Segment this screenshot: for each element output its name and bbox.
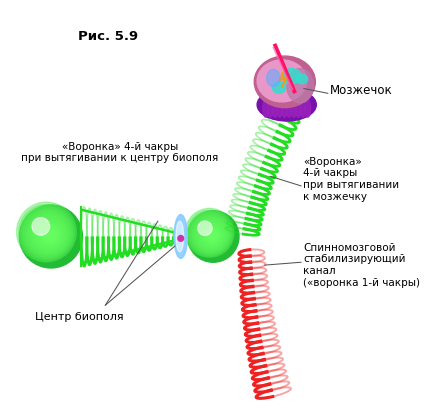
Circle shape [27,213,68,254]
Ellipse shape [176,221,183,252]
Circle shape [190,214,230,253]
Ellipse shape [257,60,307,102]
Circle shape [210,234,215,239]
Text: Мозжечок: Мозжечок [330,84,392,97]
Circle shape [43,229,57,243]
Text: Рис. 5.9: Рис. 5.9 [78,29,138,43]
Ellipse shape [263,100,268,117]
Circle shape [196,219,226,249]
Circle shape [47,233,54,239]
Text: «Воронка»
4-й чакры
при вытягивании
к мозжечку: «Воронка» 4-й чакры при вытягивании к мо… [303,157,399,202]
Ellipse shape [295,100,301,117]
Ellipse shape [305,100,311,117]
Ellipse shape [281,100,287,117]
Circle shape [198,221,225,248]
Ellipse shape [257,88,316,121]
Circle shape [187,210,233,256]
Circle shape [39,224,60,246]
Circle shape [25,211,70,255]
Ellipse shape [267,70,280,87]
Ellipse shape [282,68,301,84]
Ellipse shape [174,215,187,258]
Ellipse shape [300,100,306,117]
Circle shape [194,217,227,251]
Circle shape [30,215,66,252]
Ellipse shape [272,82,286,93]
Ellipse shape [272,100,278,117]
Circle shape [19,204,75,260]
Circle shape [206,230,218,241]
Circle shape [36,222,62,247]
Circle shape [45,231,55,241]
Circle shape [23,209,71,257]
Circle shape [41,226,58,244]
Text: Спинномозговой
стабилизирующий
канал
(«воронка 1-й чакры): Спинномозговой стабилизирующий канал («в… [303,243,420,288]
Ellipse shape [286,100,292,117]
Polygon shape [279,72,289,88]
Ellipse shape [268,100,273,117]
Circle shape [32,218,65,251]
Circle shape [201,225,222,245]
Circle shape [205,228,219,243]
Ellipse shape [296,74,308,84]
Text: «Воронка» 4-й чакры
при вытягивании к центру биополя: «Воронка» 4-й чакры при вытягивании к це… [21,142,218,163]
Ellipse shape [291,100,296,117]
Circle shape [32,218,50,235]
Circle shape [16,202,76,262]
Circle shape [203,226,221,244]
Circle shape [34,220,63,249]
Ellipse shape [277,100,283,117]
Circle shape [192,216,229,252]
Circle shape [199,223,223,247]
Ellipse shape [254,56,315,108]
Circle shape [198,221,212,236]
Text: Центр биополя: Центр биополя [35,312,124,321]
Circle shape [19,205,82,268]
Circle shape [185,208,234,257]
Circle shape [21,207,73,258]
Circle shape [209,232,217,240]
Ellipse shape [287,68,314,103]
Circle shape [178,236,183,241]
Circle shape [189,212,231,255]
Circle shape [187,211,239,262]
